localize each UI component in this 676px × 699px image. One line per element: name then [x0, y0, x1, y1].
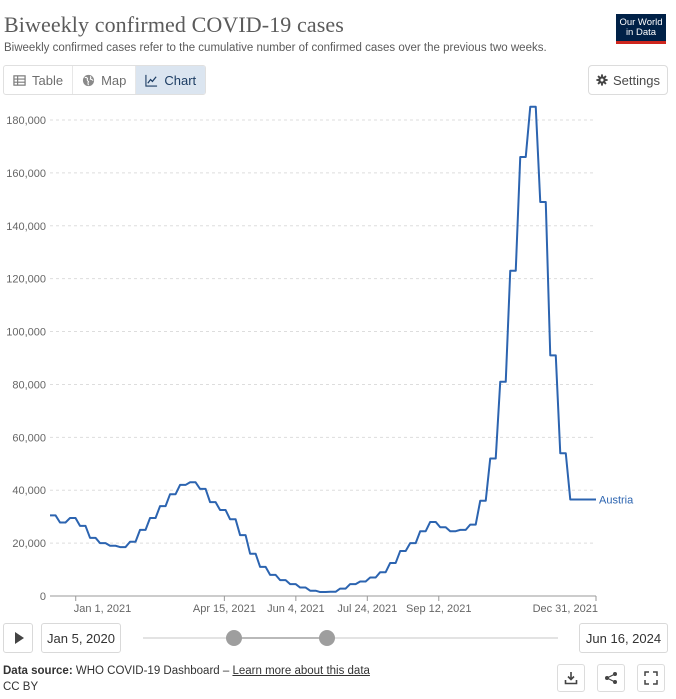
tab-chart[interactable]: Chart — [136, 66, 206, 94]
share-button[interactable] — [597, 664, 625, 692]
chart-subtitle: Biweekly confirmed cases refer to the cu… — [4, 42, 547, 54]
y-tick-label: 140,000 — [6, 221, 46, 233]
view-tabs: Table Map Chart — [3, 65, 207, 95]
tab-map-label: Map — [101, 72, 127, 88]
timeline: Jan 5, 2020 Jun 16, 2024 — [0, 620, 676, 656]
fullscreen-button[interactable] — [637, 664, 665, 692]
download-button[interactable] — [557, 664, 585, 692]
y-tick-label: 80,000 — [12, 379, 46, 391]
y-tick-label: 20,000 — [12, 538, 46, 550]
fullscreen-icon — [644, 671, 658, 685]
timeline-selected-range — [234, 637, 327, 639]
y-tick-label: 60,000 — [12, 432, 46, 444]
play-button[interactable] — [3, 623, 33, 653]
x-tick-label: Apr 15, 2021 — [193, 603, 256, 615]
logo-line-2: in Data — [625, 27, 657, 38]
source-text: WHO COVID-19 Dashboard – — [75, 665, 230, 677]
line-chart-icon — [145, 74, 158, 87]
timeline-end-date[interactable]: Jun 16, 2024 — [579, 623, 668, 653]
logo-line-1: Our World — [619, 17, 663, 28]
y-tick-label: 40,000 — [12, 485, 46, 497]
y-tick-label: 160,000 — [6, 168, 46, 180]
x-tick-label: Sep 12, 2021 — [406, 603, 471, 615]
footer: Data source: WHO COVID-19 Dashboard – Le… — [3, 663, 370, 695]
x-tick-label: Jan 1, 2021 — [74, 603, 132, 615]
gear-icon — [596, 74, 608, 86]
series-layer: Austria — [50, 105, 634, 594]
table-icon — [13, 74, 26, 86]
series-line-austria[interactable] — [50, 105, 597, 594]
globe-icon — [83, 74, 95, 86]
timeline-start-date[interactable]: Jan 5, 2020 — [41, 623, 121, 653]
tab-chart-label: Chart — [164, 72, 197, 88]
series-label-austria[interactable]: Austria — [599, 494, 634, 506]
source-prefix: Data source: — [3, 665, 73, 677]
grid-layer — [50, 119, 596, 544]
tab-map[interactable]: Map — [73, 66, 137, 94]
tab-table-label: Table — [32, 72, 64, 88]
chart-title: Biweekly confirmed COVID-19 cases — [4, 12, 344, 37]
tab-table[interactable]: Table — [4, 66, 74, 94]
axis-layer: 0 20,000 40,000 60,000 80,000 100,000 120,000 1… — [6, 115, 598, 615]
y-tick-label: 100,000 — [6, 327, 46, 339]
x-tick-label: Jun 4, 2021 — [267, 603, 325, 615]
y-tick-label: 180,000 — [6, 115, 46, 127]
y-tick-label: 0 — [40, 591, 46, 603]
owid-logo[interactable]: Our World in Data — [616, 14, 666, 44]
timeline-start-handle[interactable] — [226, 630, 242, 646]
line-chart: 0 20,000 40,000 60,000 80,000 100,000 120,000 1… — [6, 105, 634, 615]
license: CC BY — [3, 681, 39, 693]
x-tick-label: Dec 31, 2021 — [533, 603, 598, 615]
timeline-end-handle[interactable] — [319, 630, 335, 646]
x-tick-label: Jul 24, 2021 — [337, 603, 397, 615]
settings-label: Settings — [613, 72, 660, 88]
timeline-track[interactable] — [143, 637, 558, 639]
y-tick-label: 120,000 — [6, 274, 46, 286]
learn-more-link[interactable]: Learn more about this data — [232, 665, 370, 677]
download-icon — [564, 672, 578, 685]
share-icon — [605, 672, 617, 684]
settings-button[interactable]: Settings — [588, 65, 668, 95]
